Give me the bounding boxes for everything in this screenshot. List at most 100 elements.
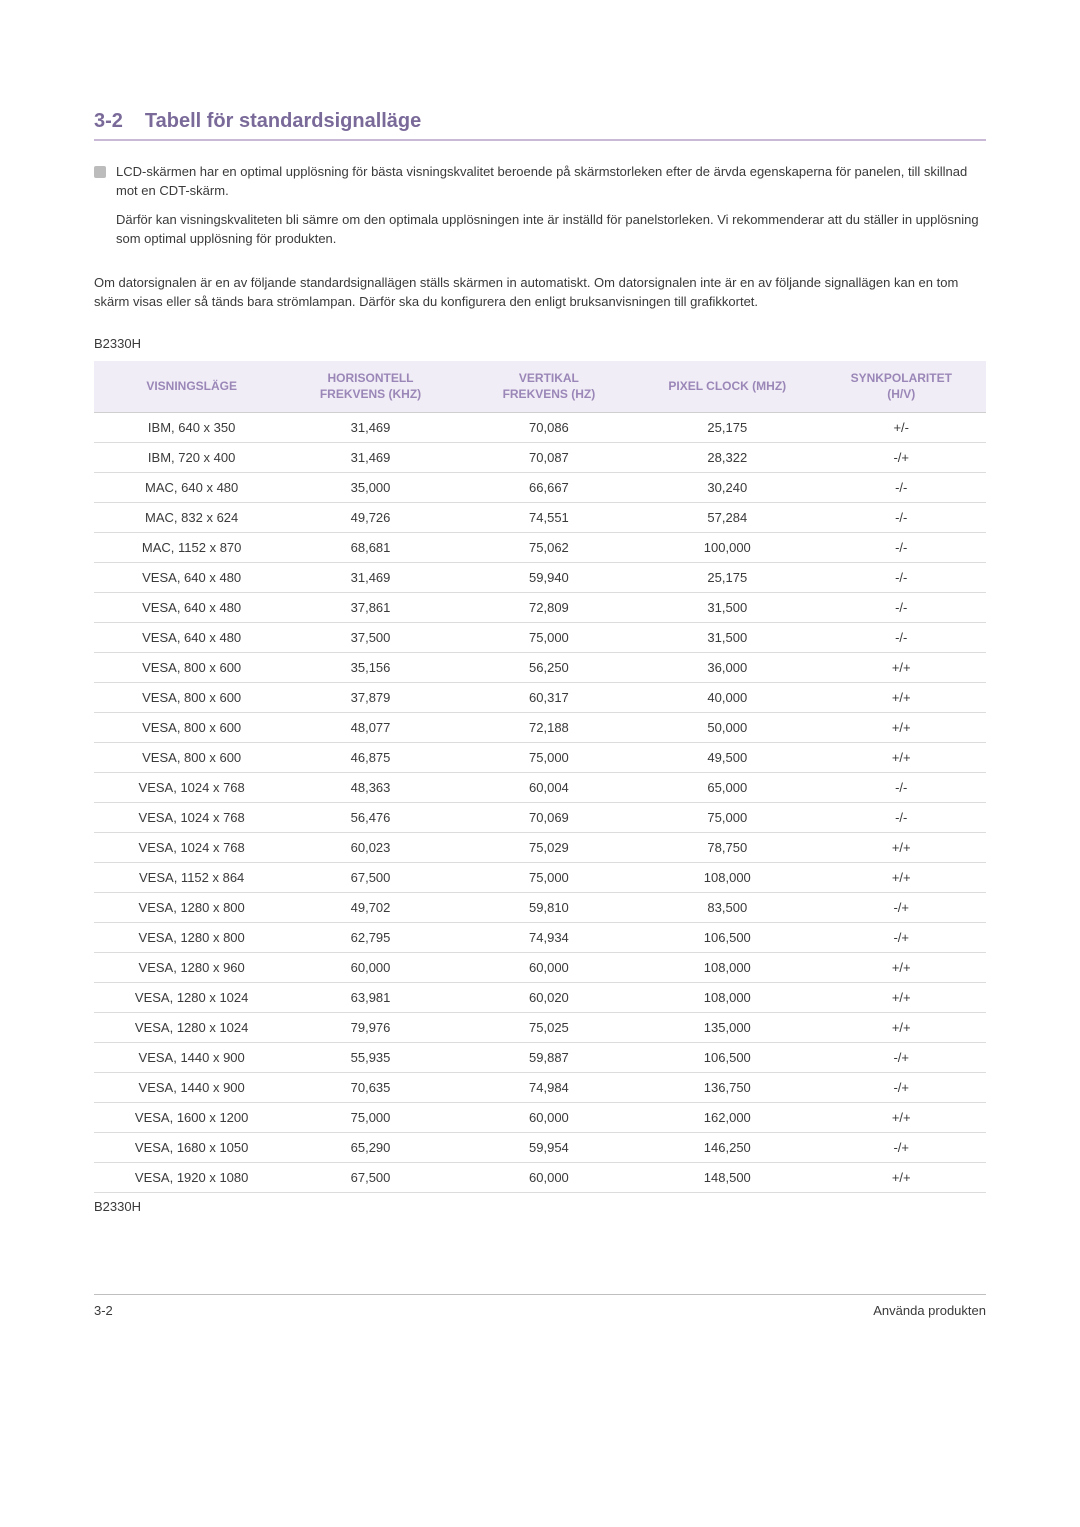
col-header-pixelclock: PIXEL CLOCK (MHZ) xyxy=(638,361,816,413)
table-cell: 75,000 xyxy=(281,1103,459,1133)
table-row: VESA, 1440 x 90070,63574,984136,750-/+ xyxy=(94,1073,986,1103)
table-cell: 108,000 xyxy=(638,983,816,1013)
table-cell: +/+ xyxy=(816,683,986,713)
table-cell: -/- xyxy=(816,593,986,623)
table-row: VESA, 1152 x 86467,50075,000108,000+/+ xyxy=(94,863,986,893)
table-cell: VESA, 1024 x 768 xyxy=(94,833,281,863)
table-cell: VESA, 1280 x 800 xyxy=(94,923,281,953)
page: 3-2 Tabell för standardsignalläge LCD-sk… xyxy=(0,0,1080,1378)
table-cell: 31,469 xyxy=(281,443,459,473)
body-paragraph: Om datorsignalen är en av följande stand… xyxy=(94,274,986,312)
table-cell: 75,062 xyxy=(460,533,638,563)
table-row: VESA, 1280 x 96060,00060,000108,000+/+ xyxy=(94,953,986,983)
table-cell: 78,750 xyxy=(638,833,816,863)
table-cell: +/+ xyxy=(816,1103,986,1133)
table-cell: VESA, 800 x 600 xyxy=(94,713,281,743)
table-cell: VESA, 640 x 480 xyxy=(94,563,281,593)
table-row: VESA, 1680 x 105065,29059,954146,250-/+ xyxy=(94,1133,986,1163)
table-cell: 35,156 xyxy=(281,653,459,683)
heading-title: Tabell för standardsignalläge xyxy=(145,110,421,133)
table-cell: 40,000 xyxy=(638,683,816,713)
table-cell: 60,023 xyxy=(281,833,459,863)
section-heading: 3-2 Tabell för standardsignalläge xyxy=(94,110,986,141)
table-cell: 68,681 xyxy=(281,533,459,563)
table-cell: 60,000 xyxy=(281,953,459,983)
table-cell: 135,000 xyxy=(638,1013,816,1043)
col-header-sync: SYNKPOLARITET (H/V) xyxy=(816,361,986,413)
col-header-vert: VERTIKAL FREKVENS (HZ) xyxy=(460,361,638,413)
table-cell: 28,322 xyxy=(638,443,816,473)
table-cell: VESA, 1920 x 1080 xyxy=(94,1163,281,1193)
table-cell: 57,284 xyxy=(638,503,816,533)
table-cell: 49,726 xyxy=(281,503,459,533)
table-row: VESA, 1024 x 76848,36360,00465,000-/- xyxy=(94,773,986,803)
table-cell: 35,000 xyxy=(281,473,459,503)
table-cell: 63,981 xyxy=(281,983,459,1013)
table-cell: 48,077 xyxy=(281,713,459,743)
table-cell: 60,000 xyxy=(460,953,638,983)
table-cell: 49,500 xyxy=(638,743,816,773)
table-cell: 30,240 xyxy=(638,473,816,503)
table-cell: +/+ xyxy=(816,863,986,893)
table-cell: 59,940 xyxy=(460,563,638,593)
table-cell: VESA, 1280 x 1024 xyxy=(94,983,281,1013)
table-cell: VESA, 1600 x 1200 xyxy=(94,1103,281,1133)
table-cell: 31,469 xyxy=(281,563,459,593)
info-note-text: LCD-skärmen har en optimal upplösning fö… xyxy=(116,163,986,258)
model-label-top: B2330H xyxy=(94,336,986,351)
table-row: VESA, 1024 x 76856,47670,06975,000-/- xyxy=(94,803,986,833)
table-cell: -/+ xyxy=(816,923,986,953)
table-cell: 70,086 xyxy=(460,413,638,443)
table-cell: 55,935 xyxy=(281,1043,459,1073)
table-cell: 108,000 xyxy=(638,953,816,983)
table-cell: -/+ xyxy=(816,1073,986,1103)
table-cell: 65,000 xyxy=(638,773,816,803)
table-cell: 31,500 xyxy=(638,623,816,653)
table-row: MAC, 1152 x 87068,68175,062100,000-/- xyxy=(94,533,986,563)
table-cell: VESA, 1280 x 800 xyxy=(94,893,281,923)
table-cell: VESA, 800 x 600 xyxy=(94,653,281,683)
table-cell: IBM, 640 x 350 xyxy=(94,413,281,443)
table-cell: 59,954 xyxy=(460,1133,638,1163)
table-cell: VESA, 640 x 480 xyxy=(94,623,281,653)
table-cell: +/+ xyxy=(816,983,986,1013)
table-cell: 148,500 xyxy=(638,1163,816,1193)
table-row: VESA, 1440 x 90055,93559,887106,500-/+ xyxy=(94,1043,986,1073)
table-cell: 72,188 xyxy=(460,713,638,743)
table-cell: MAC, 640 x 480 xyxy=(94,473,281,503)
table-row: VESA, 800 x 60035,15656,25036,000+/+ xyxy=(94,653,986,683)
table-row: VESA, 1280 x 102479,97675,025135,000+/+ xyxy=(94,1013,986,1043)
table-cell: +/+ xyxy=(816,1013,986,1043)
table-cell: VESA, 1024 x 768 xyxy=(94,803,281,833)
table-cell: 37,500 xyxy=(281,623,459,653)
table-cell: 74,984 xyxy=(460,1073,638,1103)
table-cell: 60,000 xyxy=(460,1103,638,1133)
table-cell: IBM, 720 x 400 xyxy=(94,443,281,473)
table-cell: 31,469 xyxy=(281,413,459,443)
table-row: VESA, 1280 x 80062,79574,934106,500-/+ xyxy=(94,923,986,953)
table-cell: VESA, 800 x 600 xyxy=(94,743,281,773)
table-cell: -/- xyxy=(816,533,986,563)
table-cell: 60,000 xyxy=(460,1163,638,1193)
page-footer: 3-2 Använda produkten xyxy=(94,1294,986,1318)
table-cell: -/+ xyxy=(816,1043,986,1073)
table-cell: VESA, 1024 x 768 xyxy=(94,773,281,803)
table-cell: 60,020 xyxy=(460,983,638,1013)
table-cell: 31,500 xyxy=(638,593,816,623)
note-paragraph-2: Därför kan visningskvaliteten bli sämre … xyxy=(116,211,986,249)
table-cell: MAC, 832 x 624 xyxy=(94,503,281,533)
table-cell: 67,500 xyxy=(281,863,459,893)
table-cell: -/- xyxy=(816,503,986,533)
table-cell: 146,250 xyxy=(638,1133,816,1163)
table-cell: 70,069 xyxy=(460,803,638,833)
table-cell: +/+ xyxy=(816,713,986,743)
table-cell: 70,087 xyxy=(460,443,638,473)
table-cell: 60,004 xyxy=(460,773,638,803)
table-cell: 162,000 xyxy=(638,1103,816,1133)
table-cell: VESA, 1440 x 900 xyxy=(94,1043,281,1073)
footer-left: 3-2 xyxy=(94,1303,113,1318)
table-cell: 49,702 xyxy=(281,893,459,923)
table-cell: MAC, 1152 x 870 xyxy=(94,533,281,563)
heading-number: 3-2 xyxy=(94,110,123,133)
info-note: LCD-skärmen har en optimal upplösning fö… xyxy=(94,163,986,258)
